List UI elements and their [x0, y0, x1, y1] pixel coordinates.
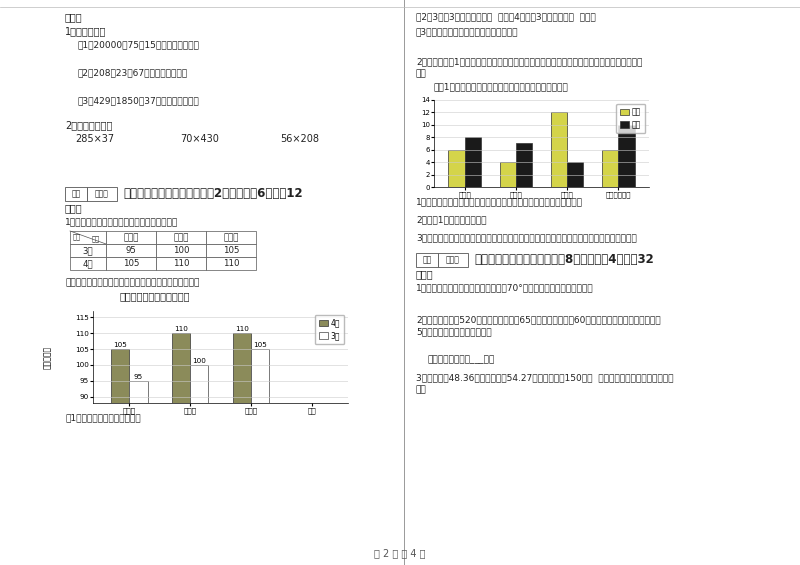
Text: （2）208乘23与67的和，积是多少？: （2）208乘23与67的和，积是多少？: [77, 68, 187, 77]
Text: 1、列式计算。: 1、列式计算。: [65, 26, 106, 36]
Text: 285×37: 285×37: [75, 134, 114, 144]
Text: 分）。: 分）。: [65, 12, 82, 22]
Text: 70×430: 70×430: [180, 134, 219, 144]
Text: 105: 105: [114, 342, 127, 348]
Text: 某小学春季植树情况统计图: 某小学春季植树情况统计图: [120, 291, 190, 301]
FancyBboxPatch shape: [206, 231, 256, 244]
Text: （1）哪个年级春季植树最多？: （1）哪个年级春季植树最多？: [65, 413, 141, 422]
Text: 2、用竖式计算。: 2、用竖式计算。: [65, 120, 112, 130]
Text: （2）3月份3个年级共植树（  ）棵，4月份比3月份多植树（  ）棵。: （2）3月份3个年级共植树（ ）棵，4月份比3月份多植树（ ）棵。: [416, 12, 596, 21]
Text: 100: 100: [173, 246, 190, 255]
Text: 1、下面是某小学三个年级植树情况的统计表。: 1、下面是某小学三个年级植树情况的统计表。: [65, 217, 178, 226]
FancyBboxPatch shape: [156, 244, 206, 257]
Text: 根据统计表信息完成下面的统计图，并回答下面的问题。: 根据统计表信息完成下面的统计图，并回答下面的问题。: [65, 278, 199, 287]
Bar: [550, 112, 567, 187]
FancyBboxPatch shape: [65, 187, 87, 201]
FancyBboxPatch shape: [106, 231, 156, 244]
FancyBboxPatch shape: [156, 257, 206, 270]
Text: 3、一个足球48.36元，一个篮球54.27元，王老师用150元买  足球、篮球各一个，应找回多少: 3、一个足球48.36元，一个篮球54.27元，王老师用150元买 足球、篮球各…: [416, 373, 674, 382]
Text: 六、应用知识，解决问题（共8小题，每题4分，共32: 六、应用知识，解决问题（共8小题，每题4分，共32: [474, 253, 654, 266]
Text: （3）还能提出哪些问题？试着解决一下。: （3）还能提出哪些问题？试着解决一下。: [416, 27, 518, 36]
Bar: [190, 365, 208, 565]
Text: 1、已知一个等腰三角形的一个顶角是70°，它的每一个底角是多少度？: 1、已知一个等腰三角形的一个顶角是70°，它的每一个底角是多少度？: [416, 283, 594, 292]
Text: （3）429加1850与37的商，和是多少？: （3）429加1850与37的商，和是多少？: [77, 96, 198, 105]
Bar: [567, 162, 583, 187]
FancyBboxPatch shape: [70, 231, 106, 244]
Text: 答：小红家离学校___米。: 答：小红家离学校___米。: [428, 355, 495, 364]
Text: 分）。: 分）。: [65, 203, 82, 213]
Text: 1、这段时间内参加哪项活动的女生最多？参加哪项活动的男生最多？: 1、这段时间内参加哪项活动的女生最多？参加哪项活动的男生最多？: [416, 197, 583, 206]
Text: 56×208: 56×208: [280, 134, 319, 144]
Text: 3月: 3月: [82, 246, 94, 255]
Bar: [130, 381, 148, 565]
Y-axis label: 数量（棵）: 数量（棵）: [43, 345, 52, 368]
FancyBboxPatch shape: [106, 257, 156, 270]
Text: 3、由图可以看出，哪项活动男、女生的人数相差最多？哪项活动男、女生的人数相差最少？: 3、由图可以看出，哪项活动男、女生的人数相差最多？哪项活动男、女生的人数相差最少…: [416, 233, 637, 242]
Text: 分）。: 分）。: [416, 269, 434, 279]
Text: 110: 110: [174, 326, 188, 332]
Text: 2、小乐家到学校520米，小乐每分钟走65米，小红每分钟走60米，从家到学校小红比小乐多走: 2、小乐家到学校520米，小乐每分钟走65米，小红每分钟走60米，从家到学校小红…: [416, 315, 661, 324]
Text: 95: 95: [134, 374, 143, 380]
Text: 105: 105: [222, 246, 239, 255]
Text: 六年级: 六年级: [223, 233, 238, 242]
Text: 得分: 得分: [71, 189, 81, 198]
Text: 四年级: 四年级: [123, 233, 138, 242]
FancyBboxPatch shape: [416, 253, 438, 267]
Text: 年级: 年级: [92, 236, 100, 242]
Text: 题。: 题。: [416, 69, 426, 78]
Text: 2、四（1）班共有多少人？: 2、四（1）班共有多少人？: [416, 215, 486, 224]
Text: 得分: 得分: [422, 255, 432, 264]
Text: 105: 105: [253, 342, 267, 348]
Text: 110: 110: [173, 259, 190, 268]
Text: 五年级: 五年级: [174, 233, 189, 242]
FancyBboxPatch shape: [70, 257, 106, 270]
Bar: [465, 137, 481, 187]
Text: 四（1）班同学从下午放学后到晚饭前的活动情况统计图: 四（1）班同学从下午放学后到晚饭前的活动情况统计图: [434, 82, 569, 91]
Text: 元？: 元？: [416, 385, 426, 394]
FancyBboxPatch shape: [206, 257, 256, 270]
Bar: [233, 333, 251, 565]
Legend: 4月, 3月: 4月, 3月: [315, 315, 344, 344]
FancyBboxPatch shape: [106, 244, 156, 257]
Text: 5分钟，小红家离学校多少米？: 5分钟，小红家离学校多少米？: [416, 327, 492, 336]
Bar: [499, 162, 516, 187]
Legend: 女生, 男生: 女生, 男生: [616, 104, 645, 133]
Text: 评卷人: 评卷人: [446, 255, 460, 264]
Text: 评卷人: 评卷人: [95, 189, 109, 198]
Text: 第 2 页 共 4 页: 第 2 页 共 4 页: [374, 548, 426, 558]
Bar: [602, 150, 618, 187]
Text: 2、下面是四（1）班同学从下午放学后到晚饭前的活动情况统计图，根据统计图回答下面的问: 2、下面是四（1）班同学从下午放学后到晚饭前的活动情况统计图，根据统计图回答下面…: [416, 57, 642, 66]
Bar: [172, 333, 190, 565]
Text: 95: 95: [126, 246, 137, 255]
Bar: [111, 349, 130, 565]
FancyBboxPatch shape: [156, 231, 206, 244]
Text: 110: 110: [222, 259, 239, 268]
Bar: [448, 150, 465, 187]
Text: 五、认真思考，综合能力（共2小题，每题6分，共12: 五、认真思考，综合能力（共2小题，每题6分，共12: [123, 187, 302, 200]
Bar: [618, 125, 634, 187]
FancyBboxPatch shape: [87, 187, 117, 201]
Text: 110: 110: [235, 326, 249, 332]
Bar: [251, 349, 269, 565]
FancyBboxPatch shape: [70, 244, 106, 257]
Bar: [516, 144, 532, 187]
FancyBboxPatch shape: [438, 253, 468, 267]
Text: （1）20000减75乘15的积，差是多少？: （1）20000减75乘15的积，差是多少？: [77, 40, 199, 49]
FancyBboxPatch shape: [206, 244, 256, 257]
Text: 105: 105: [122, 259, 139, 268]
Text: 100: 100: [192, 358, 206, 364]
Text: 4月: 4月: [82, 259, 94, 268]
Text: 月份: 月份: [73, 233, 81, 240]
